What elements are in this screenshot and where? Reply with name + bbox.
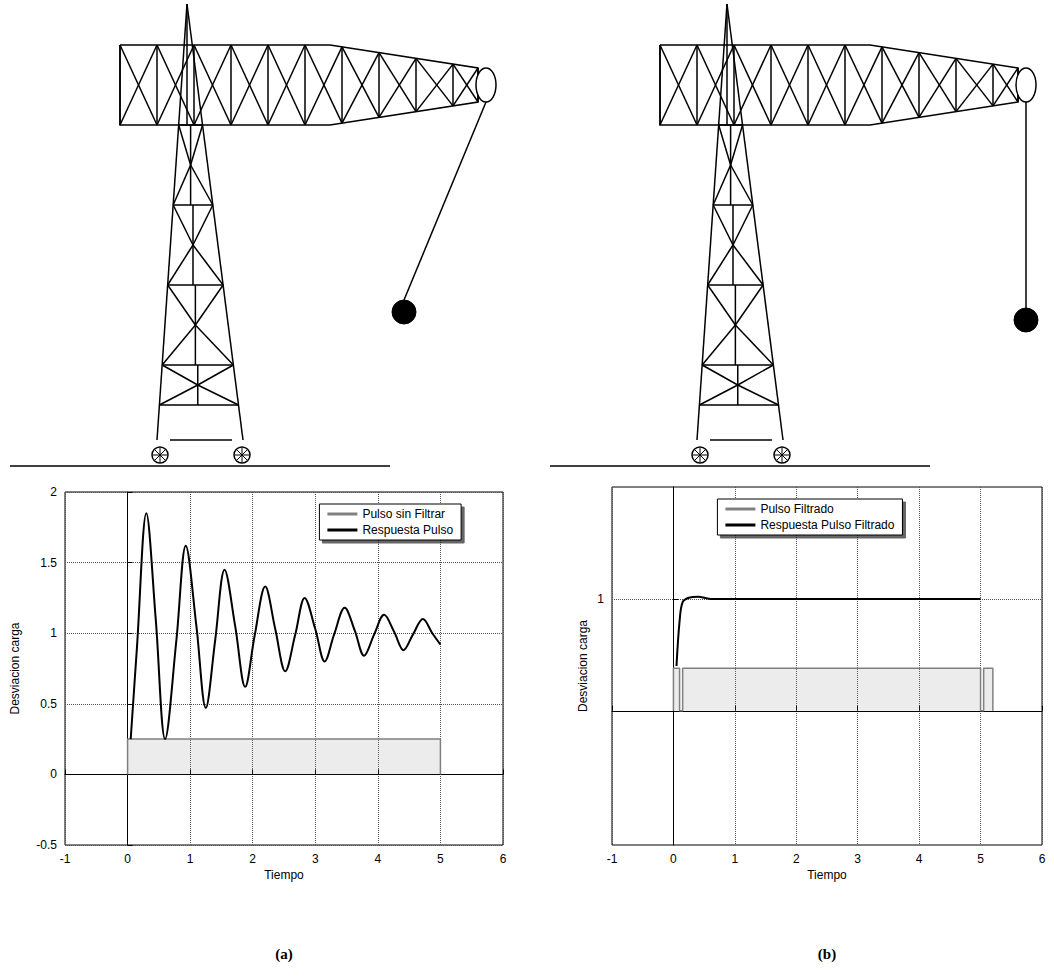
svg-text:Pulso Filtrado: Pulso Filtrado [760,502,834,516]
svg-text:2: 2 [249,852,256,866]
svg-text:-0.5: -0.5 [36,838,57,852]
svg-text:4: 4 [375,852,382,866]
svg-text:Tiempo: Tiempo [807,868,847,882]
svg-text:2: 2 [793,852,800,866]
svg-text:0: 0 [670,852,677,866]
svg-text:5: 5 [437,852,444,866]
svg-text:1: 1 [732,852,739,866]
svg-text:6: 6 [500,852,507,866]
svg-text:3: 3 [854,852,861,866]
svg-text:1: 1 [50,626,57,640]
svg-text:1: 1 [187,852,194,866]
svg-text:-1: -1 [607,852,618,866]
svg-text:Pulso sin Filtrar: Pulso sin Filtrar [362,507,445,521]
svg-text:4: 4 [916,852,923,866]
svg-text:0: 0 [124,852,131,866]
svg-text:Desviacion carga: Desviacion carga [8,622,22,714]
svg-text:5: 5 [977,852,984,866]
svg-text:3: 3 [312,852,319,866]
svg-text:0.5: 0.5 [40,697,57,711]
svg-text:2: 2 [50,485,57,499]
svg-text:1.5: 1.5 [40,556,57,570]
svg-text:-1: -1 [60,852,71,866]
svg-text:Desviacion carga: Desviacion carga [576,620,590,712]
svg-text:(b): (b) [818,946,836,963]
svg-text:6: 6 [1039,852,1046,866]
svg-text:(a): (a) [275,946,293,963]
svg-text:Respuesta Pulso: Respuesta Pulso [362,523,453,537]
svg-text:1: 1 [597,592,604,606]
svg-text:Tiempo: Tiempo [264,868,304,882]
svg-text:Respuesta Pulso Filtrado: Respuesta Pulso Filtrado [760,518,894,532]
svg-text:0: 0 [50,767,57,781]
